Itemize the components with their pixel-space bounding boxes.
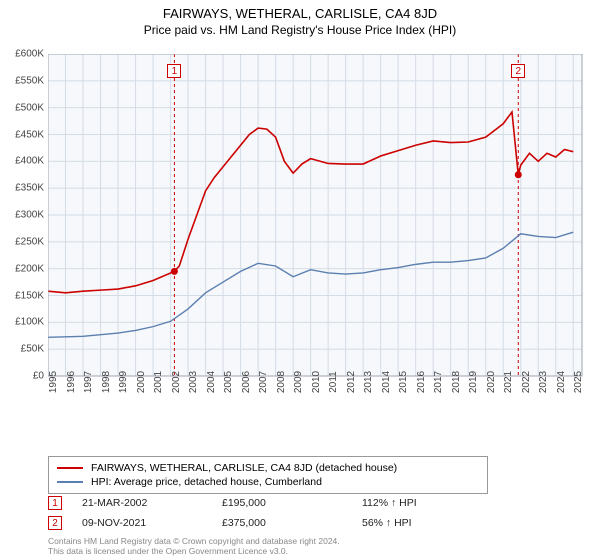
y-axis-label: £100K: [0, 317, 44, 328]
legend-label: HPI: Average price, detached house, Cumb…: [91, 476, 322, 488]
y-axis-label: £500K: [0, 102, 44, 113]
footer-line-2: This data is licensed under the Open Gov…: [48, 546, 288, 556]
y-axis-label: £200K: [0, 263, 44, 274]
legend-item: FAIRWAYS, WETHERAL, CARLISLE, CA4 8JD (d…: [57, 461, 479, 475]
chart-title: FAIRWAYS, WETHERAL, CARLISLE, CA4 8JD: [0, 0, 600, 21]
sale-row-2: 2 09-NOV-2021 £375,000 56% ↑ HPI: [48, 516, 548, 530]
chart-subtitle: Price paid vs. HM Land Registry's House …: [0, 21, 600, 43]
y-axis-label: £350K: [0, 183, 44, 194]
chart-marker-2: 2: [511, 64, 525, 78]
footer-line-1: Contains HM Land Registry data © Crown c…: [48, 536, 340, 546]
x-axis-label: 2025: [573, 371, 600, 393]
sale-hpi-1: 112% ↑ HPI: [362, 497, 482, 509]
sale-price-1: £195,000: [222, 497, 342, 509]
y-axis-label: £300K: [0, 210, 44, 221]
y-axis-label: £250K: [0, 236, 44, 247]
sale-row-1: 1 21-MAR-2002 £195,000 112% ↑ HPI: [48, 496, 548, 510]
legend-label: FAIRWAYS, WETHERAL, CARLISLE, CA4 8JD (d…: [91, 462, 397, 474]
sale-hpi-2: 56% ↑ HPI: [362, 517, 482, 529]
sale-marker-2: 2: [48, 516, 62, 530]
sale-date-1: 21-MAR-2002: [82, 497, 202, 509]
sale-price-2: £375,000: [222, 517, 342, 529]
y-axis-label: £600K: [0, 49, 44, 60]
y-axis-label: £150K: [0, 290, 44, 301]
chart-marker-1: 1: [167, 64, 181, 78]
y-axis-label: £550K: [0, 75, 44, 86]
y-axis-label: £0: [0, 371, 44, 382]
legend: FAIRWAYS, WETHERAL, CARLISLE, CA4 8JD (d…: [48, 456, 488, 494]
y-axis-label: £450K: [0, 129, 44, 140]
line-chart-svg: [48, 54, 590, 414]
y-axis-label: £50K: [0, 344, 44, 355]
legend-swatch: [57, 481, 83, 483]
legend-swatch: [57, 467, 83, 469]
sale-marker-1: 1: [48, 496, 62, 510]
y-axis-label: £400K: [0, 156, 44, 167]
footer-text: Contains HM Land Registry data © Crown c…: [48, 536, 340, 556]
sale-date-2: 09-NOV-2021: [82, 517, 202, 529]
legend-item: HPI: Average price, detached house, Cumb…: [57, 475, 479, 489]
chart-area: £0£50K£100K£150K£200K£250K£300K£350K£400…: [48, 54, 590, 414]
chart-container: FAIRWAYS, WETHERAL, CARLISLE, CA4 8JD Pr…: [0, 0, 600, 560]
